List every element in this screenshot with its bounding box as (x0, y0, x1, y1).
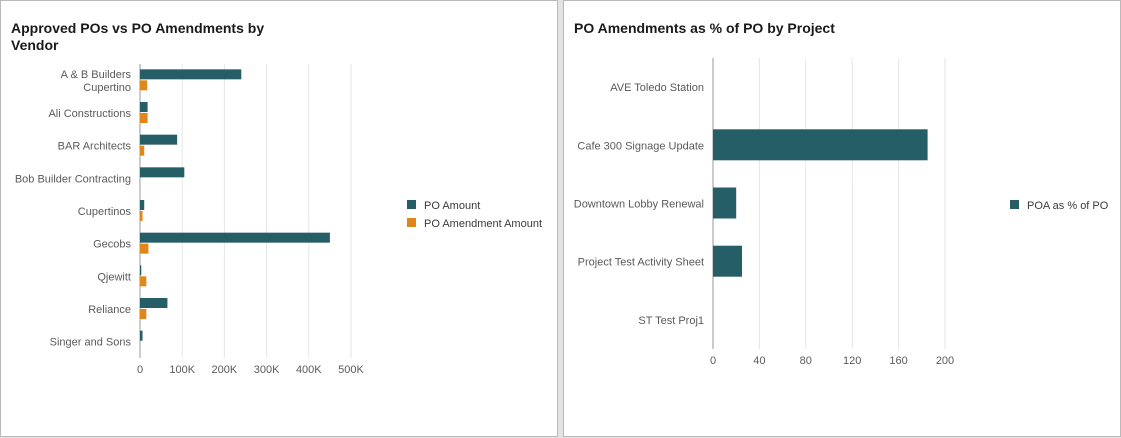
bar (713, 187, 737, 219)
legend-label: PO Amount (424, 200, 480, 212)
x-tick-label: 300K (254, 364, 280, 376)
bar (140, 167, 185, 178)
project-chart-svg: 0 40 80 120 160 200 AVE Toledo Station Cafe 300… (574, 58, 1109, 367)
bar (140, 80, 148, 91)
category-label: Gecobs (93, 239, 131, 251)
category-label: Bob Builder Contracting (15, 173, 131, 185)
bar (713, 245, 742, 277)
bar (140, 102, 148, 112)
x-tick-label: 200 (936, 355, 954, 367)
category-label: Project Test Activity Sheet (578, 257, 704, 269)
category-label: AVE Toledo Station (610, 82, 704, 94)
category-label: Downtown Lobby Renewal (574, 199, 704, 211)
category-label: Ali Constructions (48, 108, 131, 120)
bar (140, 145, 145, 156)
x-tick-label: 120 (843, 355, 861, 367)
vendor-chart-panel: Approved POs vs PO Amendments by Vendor … (0, 0, 558, 437)
x-tick-label: 400K (296, 364, 322, 376)
x-tick-label: 200K (212, 364, 238, 376)
category-label: BAR Architects (58, 141, 132, 153)
bar (140, 243, 149, 254)
x-tick-label: 40 (753, 355, 765, 367)
category-label: Cupertino (83, 82, 131, 94)
category-label: ST Test Proj1 (638, 315, 704, 327)
bar (713, 129, 928, 161)
project-chart-panel: PO Amendments as % of PO by Project 0 40 8… (563, 0, 1121, 437)
category-label: A & B Builders (61, 69, 132, 81)
bar (140, 309, 147, 319)
legend-swatch (1010, 200, 1019, 209)
x-tick-label: 0 (710, 355, 716, 367)
bar (140, 69, 242, 80)
bar (140, 200, 145, 210)
bar (140, 330, 143, 341)
category-label: Reliance (88, 304, 131, 316)
legend-label: PO Amendment Amount (424, 218, 542, 230)
category-label: Qjewitt (97, 271, 131, 283)
bar (140, 232, 330, 243)
bar (140, 276, 147, 287)
bar (140, 113, 148, 123)
x-tick-label: 500K (338, 364, 364, 376)
legend-label: POA as % of PO (1027, 200, 1109, 212)
legend-swatch (407, 200, 416, 209)
bar (140, 211, 143, 221)
vendor-chart-title: Approved POs vs PO Amendments by Vendor (11, 20, 265, 53)
bar (140, 134, 178, 145)
x-tick-label: 0 (137, 364, 143, 376)
category-label: Singer and Sons (50, 337, 132, 349)
project-chart-title: PO Amendments as % of PO by Project (574, 20, 835, 36)
x-tick-label: 160 (889, 355, 907, 367)
category-label: Cafe 300 Signage Update (577, 140, 704, 152)
legend-swatch (407, 218, 416, 227)
x-tick-label: 100K (169, 364, 195, 376)
bar (140, 298, 168, 308)
bar (140, 265, 142, 276)
category-label: Cupertinos (78, 206, 132, 218)
x-tick-label: 80 (800, 355, 812, 367)
